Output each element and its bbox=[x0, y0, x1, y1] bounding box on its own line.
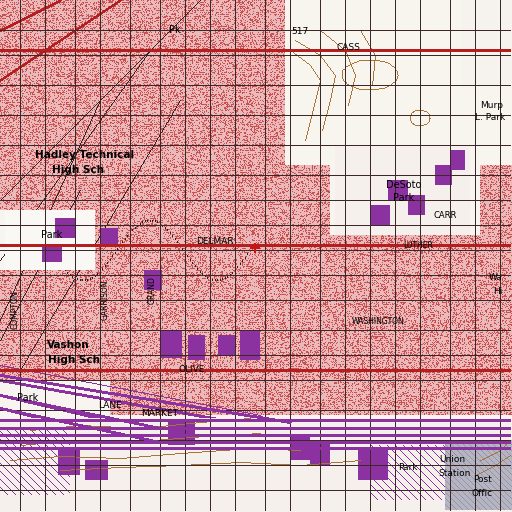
Text: CARR: CARR bbox=[433, 210, 457, 220]
Text: Hadley Technical: Hadley Technical bbox=[35, 150, 135, 160]
Text: Post: Post bbox=[473, 476, 492, 484]
Text: MARKET: MARKET bbox=[141, 409, 179, 417]
Text: L. Park: L. Park bbox=[475, 114, 505, 122]
Text: DeSoto: DeSoto bbox=[387, 180, 422, 190]
Text: WASHINGTON: WASHINGTON bbox=[352, 317, 404, 327]
Text: 517: 517 bbox=[291, 28, 309, 36]
Text: Hi: Hi bbox=[494, 287, 503, 295]
Text: COMPTON: COMPTON bbox=[11, 291, 19, 329]
Text: LUTHER: LUTHER bbox=[403, 241, 433, 249]
Text: GARRISON: GARRISON bbox=[100, 280, 110, 320]
Text: CASS: CASS bbox=[336, 44, 360, 53]
Text: Park: Park bbox=[398, 463, 418, 473]
Text: Vashon: Vashon bbox=[47, 340, 89, 350]
Text: High Sch: High Sch bbox=[48, 355, 100, 365]
Text: Union: Union bbox=[439, 456, 465, 464]
Text: GRAND: GRAND bbox=[147, 276, 157, 304]
Text: Park: Park bbox=[393, 193, 415, 203]
Text: Murp: Murp bbox=[480, 100, 503, 110]
Text: DELMAR: DELMAR bbox=[196, 238, 234, 246]
Text: LANE: LANE bbox=[98, 400, 122, 410]
Text: Offic: Offic bbox=[472, 488, 493, 498]
Text: Park: Park bbox=[41, 230, 62, 240]
Text: OLIVE: OLIVE bbox=[179, 366, 205, 374]
Text: High Sch: High Sch bbox=[52, 165, 104, 175]
Text: Station: Station bbox=[439, 468, 471, 478]
Text: Wa: Wa bbox=[489, 273, 503, 283]
Text: Pk: Pk bbox=[169, 25, 181, 35]
Text: Park: Park bbox=[17, 393, 38, 403]
